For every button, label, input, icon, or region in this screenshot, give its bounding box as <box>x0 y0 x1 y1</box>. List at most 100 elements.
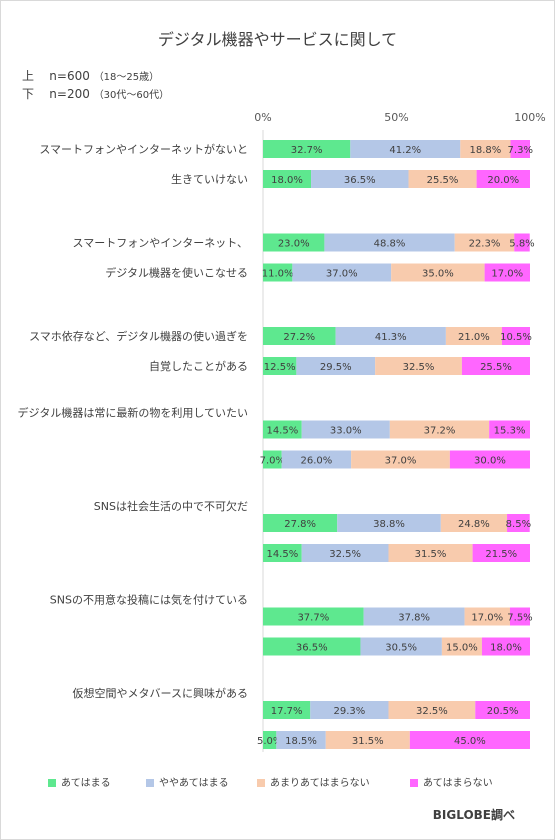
data-label-2-1-1: 29.5% <box>320 362 352 373</box>
category-label-3: デジタル機器は常に最新の物を利用していたい <box>18 406 248 420</box>
data-label-1-1-2: 35.0% <box>422 269 454 280</box>
legend-label-2: ややあてはまる <box>159 778 229 789</box>
bar-segment-0-0-3 <box>510 140 530 158</box>
bar-segment-5-0-1 <box>363 607 465 626</box>
data-label-0-1-0: 18.0% <box>271 175 303 186</box>
bar-segment-6-0-3 <box>475 701 530 719</box>
data-label-2-0-2: 21.0% <box>458 332 490 343</box>
bar-segment-3-0-2 <box>389 420 490 439</box>
bar-segment-5-1-3 <box>481 637 530 656</box>
data-label-2-0-0: 27.2% <box>283 332 315 343</box>
data-label-3-1-1: 26.0% <box>301 456 333 467</box>
bar-segment-2-0-2 <box>445 327 502 345</box>
bar-segment-2-1-0 <box>263 357 297 375</box>
bar-segment-2-1-3 <box>461 357 530 375</box>
bar-segment-5-0-3 <box>509 607 530 626</box>
sample-lower-note: （30代～60代） <box>93 90 170 101</box>
bar-segment-1-1-1 <box>292 263 392 282</box>
bar-segment-4-0-3 <box>507 514 530 532</box>
bar-segment-0-1-3 <box>476 170 530 188</box>
data-label-2-0-1: 41.3% <box>375 332 407 343</box>
bar-segment-2-0-3 <box>501 327 530 345</box>
x-tick-label-0: 0% <box>254 111 271 124</box>
category-label-2-0: スマホ依存など、デジタル機器の使い過ぎを <box>29 329 248 343</box>
bar-segment-2-0-1 <box>335 327 446 345</box>
data-label-6-1-3: 45.0% <box>454 736 486 747</box>
legend-swatch-1 <box>48 779 56 787</box>
data-label-4-1-1: 32.5% <box>329 549 361 560</box>
data-label-5-0-3: 7.5% <box>507 613 532 624</box>
bar-segment-5-1-1 <box>360 637 442 656</box>
x-tick-label-2: 100% <box>514 111 545 124</box>
sample-upper: 上 n=600 （18～25歳） <box>22 68 169 86</box>
data-label-2-1-3: 25.5% <box>480 362 512 373</box>
bar-segment-4-0-1 <box>337 514 441 532</box>
data-label-4-0-2: 24.8% <box>458 519 490 530</box>
category-label-1-0: スマートフォンやインターネット、 <box>73 237 248 250</box>
bar-segment-3-0-0 <box>263 420 302 439</box>
bar-segment-1-0-0 <box>263 233 325 252</box>
bar-segment-4-1-3 <box>472 544 530 562</box>
data-label-1-1-0: 11.0% <box>262 269 294 280</box>
data-label-2-1-2: 32.5% <box>403 362 435 373</box>
bar-segment-0-1-1 <box>311 170 409 188</box>
bar-segment-1-0-3 <box>514 233 530 252</box>
data-label-4-1-0: 14.5% <box>266 549 298 560</box>
legend-swatch-3 <box>257 779 265 787</box>
bar-segment-3-1-3 <box>449 450 530 469</box>
data-label-0-0-3: 7.3% <box>508 145 533 156</box>
source-credit: BIGLOBE調べ <box>432 808 515 822</box>
data-label-1-0-1: 48.8% <box>374 239 406 250</box>
bar-segment-3-1-2 <box>351 450 450 469</box>
bar-segment-4-1-1 <box>301 544 389 562</box>
data-label-3-0-3: 15.3% <box>494 426 526 437</box>
data-label-1-1-1: 37.0% <box>326 269 358 280</box>
bar-segment-2-0-0 <box>263 327 336 345</box>
legend-item-2: ややあてはまる <box>146 774 229 789</box>
bar-segment-4-0-0 <box>263 514 338 532</box>
bar-segment-3-1-0 <box>263 450 282 469</box>
data-label-6-0-0: 17.7% <box>271 706 303 717</box>
sample-size-note: 上 n=600 （18～25歳） 下 n=200 （30代～60代） <box>22 68 169 104</box>
data-label-5-1-1: 30.5% <box>385 643 417 654</box>
data-label-3-1-0: 7.0% <box>260 456 285 467</box>
bar-segment-6-1-0 <box>263 731 277 749</box>
data-label-5-0-2: 17.0% <box>471 613 503 624</box>
data-label-4-0-1: 38.8% <box>373 519 405 530</box>
category-label-1-1: デジタル機器を使いこなせる <box>105 266 248 280</box>
data-label-0-0-2: 18.8% <box>470 145 502 156</box>
sample-lower: 下 n=200 （30代～60代） <box>22 86 169 104</box>
data-label-6-1-1: 18.5% <box>285 736 317 747</box>
legend-item-4: あてはまらない <box>410 774 493 789</box>
data-label-0-1-3: 20.0% <box>487 175 519 186</box>
category-label-5: SNSの不用意な投稿には気を付けている <box>50 593 248 607</box>
data-label-6-0-1: 29.3% <box>333 706 365 717</box>
bar-segment-0-0-0 <box>263 140 351 158</box>
data-label-3-1-3: 30.0% <box>474 456 506 467</box>
bar-segment-6-0-0 <box>263 701 311 719</box>
data-label-6-1-2: 31.5% <box>352 736 384 747</box>
bar-segment-3-1-1 <box>281 450 352 469</box>
data-label-0-1-2: 25.5% <box>427 175 459 186</box>
data-label-4-0-3: 8.5% <box>506 519 531 530</box>
data-label-4-0-0: 27.8% <box>284 519 316 530</box>
bar-segment-5-1-0 <box>263 637 361 656</box>
category-label-4: SNSは社会生活の中で不可欠だ <box>94 499 248 513</box>
bar-segment-5-0-2 <box>464 607 510 626</box>
data-label-6-1-0: 5.0% <box>257 736 282 747</box>
data-label-6-0-2: 32.5% <box>416 706 448 717</box>
bar-segment-6-1-1 <box>276 731 326 749</box>
bar-segment-0-1-2 <box>408 170 477 188</box>
data-label-3-0-2: 37.2% <box>424 426 456 437</box>
bar-segment-5-0-0 <box>263 607 364 626</box>
bar-segment-6-0-2 <box>388 701 476 719</box>
bar-segment-6-0-1 <box>310 701 389 719</box>
data-label-2-1-0: 12.5% <box>264 362 296 373</box>
data-label-1-0-3: 5.8% <box>509 239 534 250</box>
legend-swatch-2 <box>146 779 154 787</box>
data-label-0-1-1: 36.5% <box>344 175 376 186</box>
data-label-1-0-2: 22.3% <box>469 239 501 250</box>
category-label-2-1: 自覚したことがある <box>149 359 248 373</box>
legend-label-4: あてはまらない <box>423 778 493 789</box>
